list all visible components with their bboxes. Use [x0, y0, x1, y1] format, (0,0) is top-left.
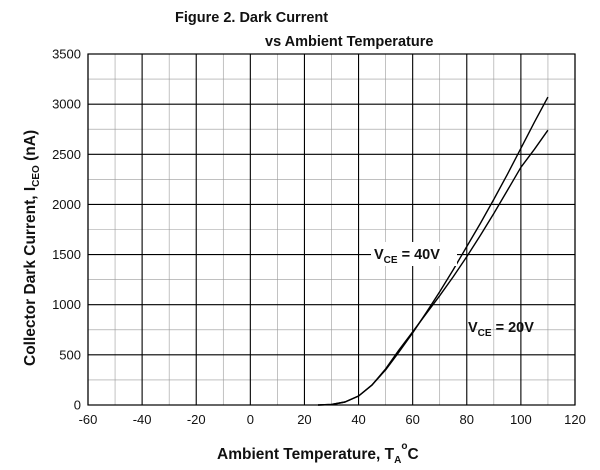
series-label-40v: VCE = 40V	[371, 242, 457, 266]
series-line-20v	[317, 129, 549, 406]
chart-title: Figure 2. Dark Current	[175, 10, 328, 26]
x-tick-label: 60	[405, 412, 419, 427]
plot-frame	[87, 53, 576, 406]
grid	[87, 53, 576, 406]
x-tick-label: 20	[297, 412, 311, 427]
svg-text:VCE = 20V: VCE = 20V	[468, 320, 534, 339]
y-tick-label: 1500	[52, 247, 81, 262]
x-tick-label: -60	[79, 412, 98, 427]
y-tick-label: 3000	[52, 97, 81, 112]
x-tick-labels: -60 -40 -20 0 20 40 60 80 100 120	[79, 412, 586, 427]
x-tick-label: -20	[187, 412, 206, 427]
series-lines	[317, 96, 549, 406]
y-tick-label: 2000	[52, 197, 81, 212]
y-tick-label: 2500	[52, 147, 81, 162]
y-tick-label: 0	[74, 398, 81, 413]
x-tick-label: 120	[564, 412, 586, 427]
y-axis-label: Collector Dark Current, ICEO (nA)	[22, 130, 42, 366]
svg-text:VCE = 40V: VCE = 40V	[374, 247, 440, 266]
y-tick-label: 500	[59, 347, 81, 362]
series-label-20v: VCE = 20V	[468, 320, 534, 339]
x-tick-label: 40	[351, 412, 365, 427]
y-tick-label: 3500	[52, 47, 81, 62]
x-axis-label: Ambient Temperature, TAoC	[217, 441, 419, 466]
x-tick-label: 0	[247, 412, 254, 427]
x-tick-label: 80	[460, 412, 474, 427]
y-tick-label: 1000	[52, 297, 81, 312]
x-tick-label: -40	[133, 412, 152, 427]
y-tick-labels: 0 500 1000 1500 2000 2500 3000 3500	[52, 47, 81, 413]
chart-subtitle: vs Ambient Temperature	[265, 34, 433, 50]
x-tick-label: 100	[510, 412, 532, 427]
